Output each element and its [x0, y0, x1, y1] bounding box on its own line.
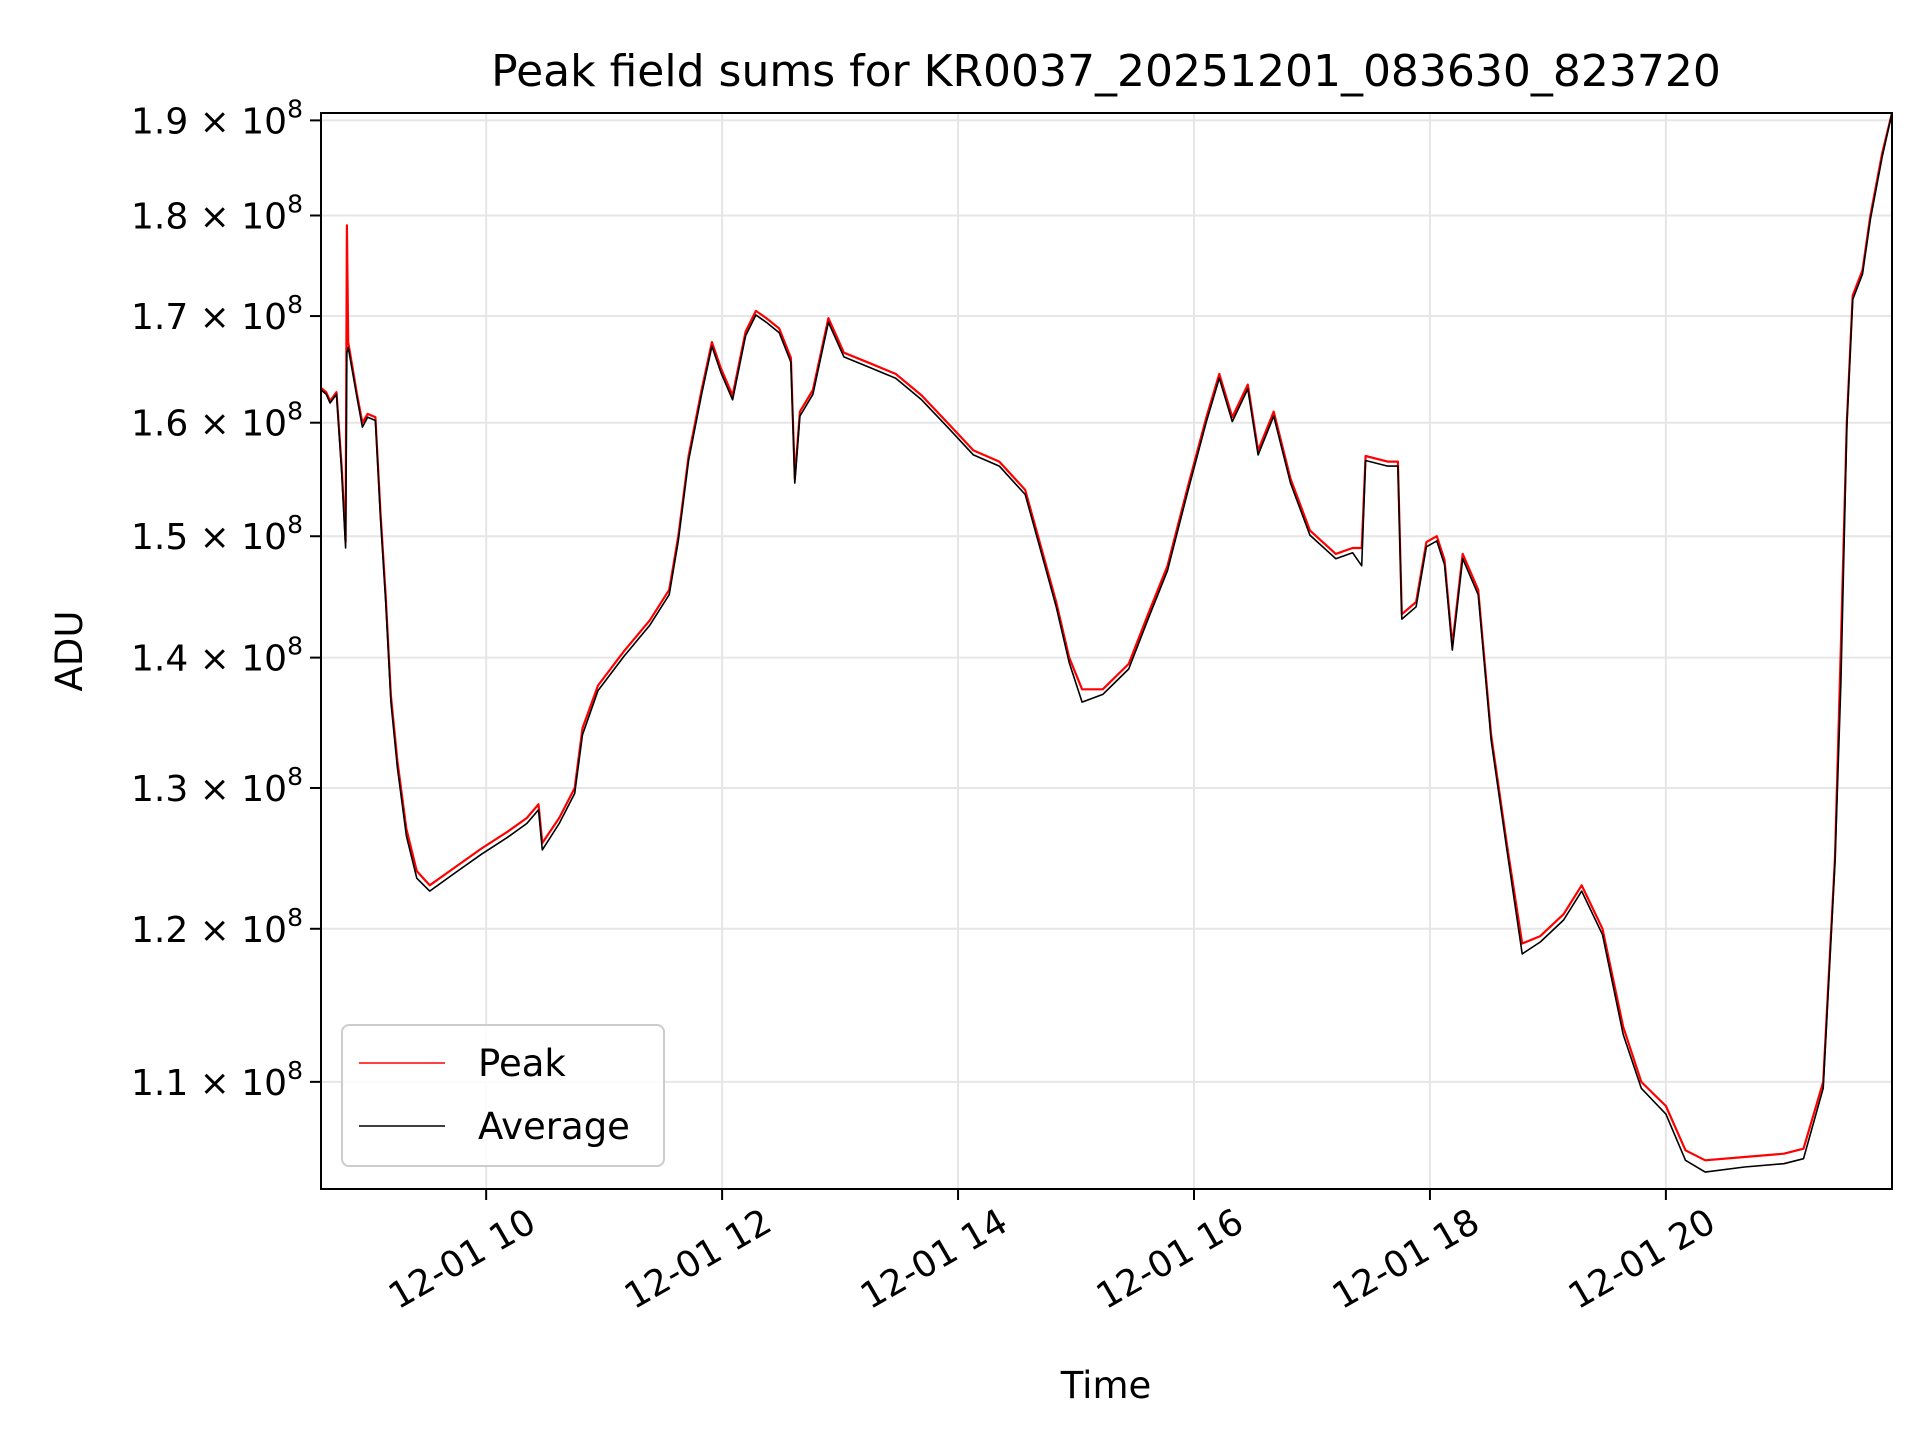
series-line-average: [321, 113, 1892, 1173]
legend-label-peak: Peak: [478, 1042, 566, 1085]
legend: Peak Average: [341, 1024, 665, 1167]
y-tick-label: 1.4 × 108: [131, 632, 303, 680]
series-line-peak: [321, 113, 1892, 1162]
legend-box: [341, 1024, 665, 1167]
y-tick-label: 1.5 × 108: [131, 510, 303, 558]
y-tick-label: 1.8 × 108: [131, 190, 303, 238]
chart-title: Peak field sums for KR0037_20251201_0836…: [491, 46, 1721, 97]
y-tick-label: 1.6 × 108: [131, 397, 303, 445]
x-axis-label: Time: [1060, 1364, 1152, 1407]
legend-label-average: Average: [478, 1105, 630, 1148]
grid: [321, 113, 1892, 1189]
y-tick-label: 1.1 × 108: [131, 1056, 303, 1104]
y-tick-label: 1.7 × 108: [131, 290, 303, 338]
plot-area: [321, 113, 1892, 1173]
y-tick-label: 1.2 × 108: [131, 903, 303, 951]
y-tick-label: 1.3 × 108: [131, 762, 303, 810]
y-axis-label: ADU: [48, 611, 91, 692]
y-tick-label: 1.9 × 108: [131, 94, 303, 142]
plot-frame: [320, 112, 1893, 1190]
y-axis: 1.1 × 108 1.2 × 108 1.3 × 108 1.4 × 108 1.5 …: [131, 94, 321, 1104]
series-layer: [321, 113, 1892, 1173]
